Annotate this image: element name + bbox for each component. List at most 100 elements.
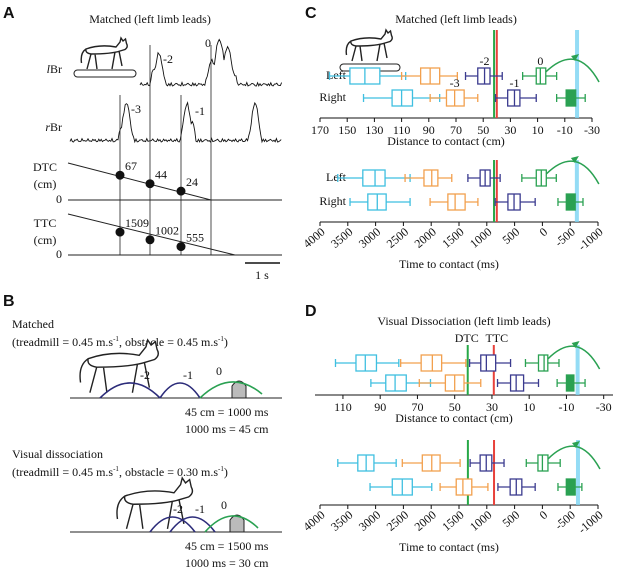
- x-tick-label: 90: [374, 400, 386, 414]
- x-tick-label: 1500: [439, 225, 466, 251]
- step-label: -3: [450, 76, 460, 90]
- x-tick-label: 3000: [356, 508, 383, 534]
- distance-value: 67: [125, 159, 137, 173]
- emg-label: rBr: [45, 120, 62, 134]
- obstacle: [229, 514, 245, 533]
- panel-label: C: [305, 5, 317, 22]
- emg-step-label: -1: [195, 104, 205, 118]
- box: [565, 89, 577, 107]
- swing-arrow: [570, 156, 579, 163]
- row-label: Right: [319, 90, 346, 104]
- treadmill: [73, 69, 137, 78]
- distance-label-unit: (cm): [34, 233, 57, 247]
- step-label: -2: [173, 502, 183, 516]
- box: [355, 354, 378, 372]
- distance-point: [115, 170, 125, 180]
- x-tick-label: 170: [311, 123, 329, 137]
- cat-drawing: [116, 476, 194, 530]
- emg-step-label: -3: [131, 102, 141, 116]
- x-tick-label: 50: [477, 123, 489, 137]
- x-tick-label: -500: [552, 225, 578, 250]
- x-tick-label: 2500: [384, 225, 411, 251]
- swing-arc: [547, 345, 601, 370]
- x-tick-label: 1000: [467, 508, 494, 534]
- x-tick-label: 70: [450, 123, 462, 137]
- x-tick-label: -30: [584, 123, 600, 137]
- row-label: Left: [326, 170, 347, 184]
- swing-arc: [545, 160, 600, 185]
- condition-params-part: ): [224, 335, 228, 349]
- x-tick-label: 3000: [356, 225, 383, 251]
- condition-params-part: , obstacle = 0.30 m.s: [119, 465, 218, 479]
- box: [480, 354, 497, 372]
- emg-trace: [69, 101, 282, 144]
- x-tick-label: -1000: [575, 508, 605, 537]
- cat-drawing: [79, 338, 159, 393]
- swing-arc: [547, 445, 601, 470]
- distance-value: 1002: [155, 224, 179, 238]
- step-label: -2: [480, 54, 490, 68]
- reference-label: TTC: [485, 331, 508, 345]
- box: [423, 169, 439, 187]
- step-label: 0: [537, 54, 543, 68]
- x-tick-label: 4000: [300, 508, 327, 534]
- x-tick-label: 3500: [328, 508, 355, 534]
- distance-label: TTC: [34, 216, 57, 230]
- panel-label: B: [3, 293, 15, 310]
- distance-value: 44: [155, 167, 167, 181]
- x-tick-label: -1000: [575, 225, 605, 254]
- x-tick-label: 30: [486, 400, 498, 414]
- distance-value: 24: [186, 175, 198, 189]
- box: [420, 354, 443, 372]
- equivalence: 1000 ms = 30 cm: [185, 556, 269, 570]
- distance-ramp: [67, 162, 212, 201]
- distance-point: [145, 179, 155, 189]
- condition-params-part: , obstacle = 0.45 m.s: [119, 335, 218, 349]
- x-tick-label: 500: [500, 508, 523, 530]
- equivalence: 1000 ms = 45 cm: [185, 422, 269, 436]
- box: [535, 67, 547, 85]
- scale-bar-label: 1 s: [255, 268, 269, 282]
- x-tick-label: 90: [423, 123, 435, 137]
- step-label: -1: [509, 76, 519, 90]
- x-tick-label: 1500: [439, 508, 466, 534]
- cat-drawing: [80, 36, 128, 70]
- x-tick-label: 3500: [328, 225, 355, 251]
- chart-title: Visual Dissociation (left limb leads): [377, 314, 550, 328]
- step-label: -2: [140, 368, 150, 382]
- x-tick-label: 110: [334, 400, 352, 414]
- distance-value: 555: [186, 230, 204, 244]
- emg-step-label: -2: [163, 52, 173, 66]
- swing-arrow: [571, 441, 580, 448]
- panel-label: D: [305, 303, 317, 320]
- x-tick-label: 150: [338, 123, 356, 137]
- step-label: -1: [195, 502, 205, 516]
- distance-point: [176, 242, 186, 252]
- condition-params-part: -1: [218, 335, 224, 343]
- reference-label: DTC: [455, 331, 479, 345]
- chart-title: Matched (left limb leads): [395, 12, 517, 26]
- condition-params: (treadmill = 0.45 m.s-1, obstacle = 0.30…: [12, 465, 228, 479]
- step-label: -1: [183, 368, 193, 382]
- distance-point: [115, 227, 125, 237]
- emg-step-label: 0: [205, 36, 211, 50]
- x-tick-label: 2000: [412, 508, 439, 534]
- x-axis-label: Time to contact (ms): [399, 540, 499, 554]
- emg-label-muscle: Br: [50, 62, 62, 76]
- x-tick-label: 0: [537, 508, 551, 523]
- x-tick-label: 1000: [467, 225, 494, 251]
- x-tick-label: 500: [500, 225, 523, 247]
- emg-label-muscle: Br: [50, 120, 62, 134]
- distance-ramp: [67, 213, 236, 256]
- distance-point: [176, 186, 186, 196]
- x-tick-label: 110: [393, 123, 411, 137]
- condition-params-part: -1: [218, 465, 224, 473]
- panel-label: A: [3, 5, 15, 22]
- equivalence: 45 cm = 1000 ms: [185, 405, 269, 419]
- x-tick-label: 10: [523, 400, 535, 414]
- row-label: Right: [319, 194, 346, 208]
- emg-label: lBr: [47, 62, 62, 76]
- step-arc: [204, 515, 259, 533]
- box: [447, 193, 466, 211]
